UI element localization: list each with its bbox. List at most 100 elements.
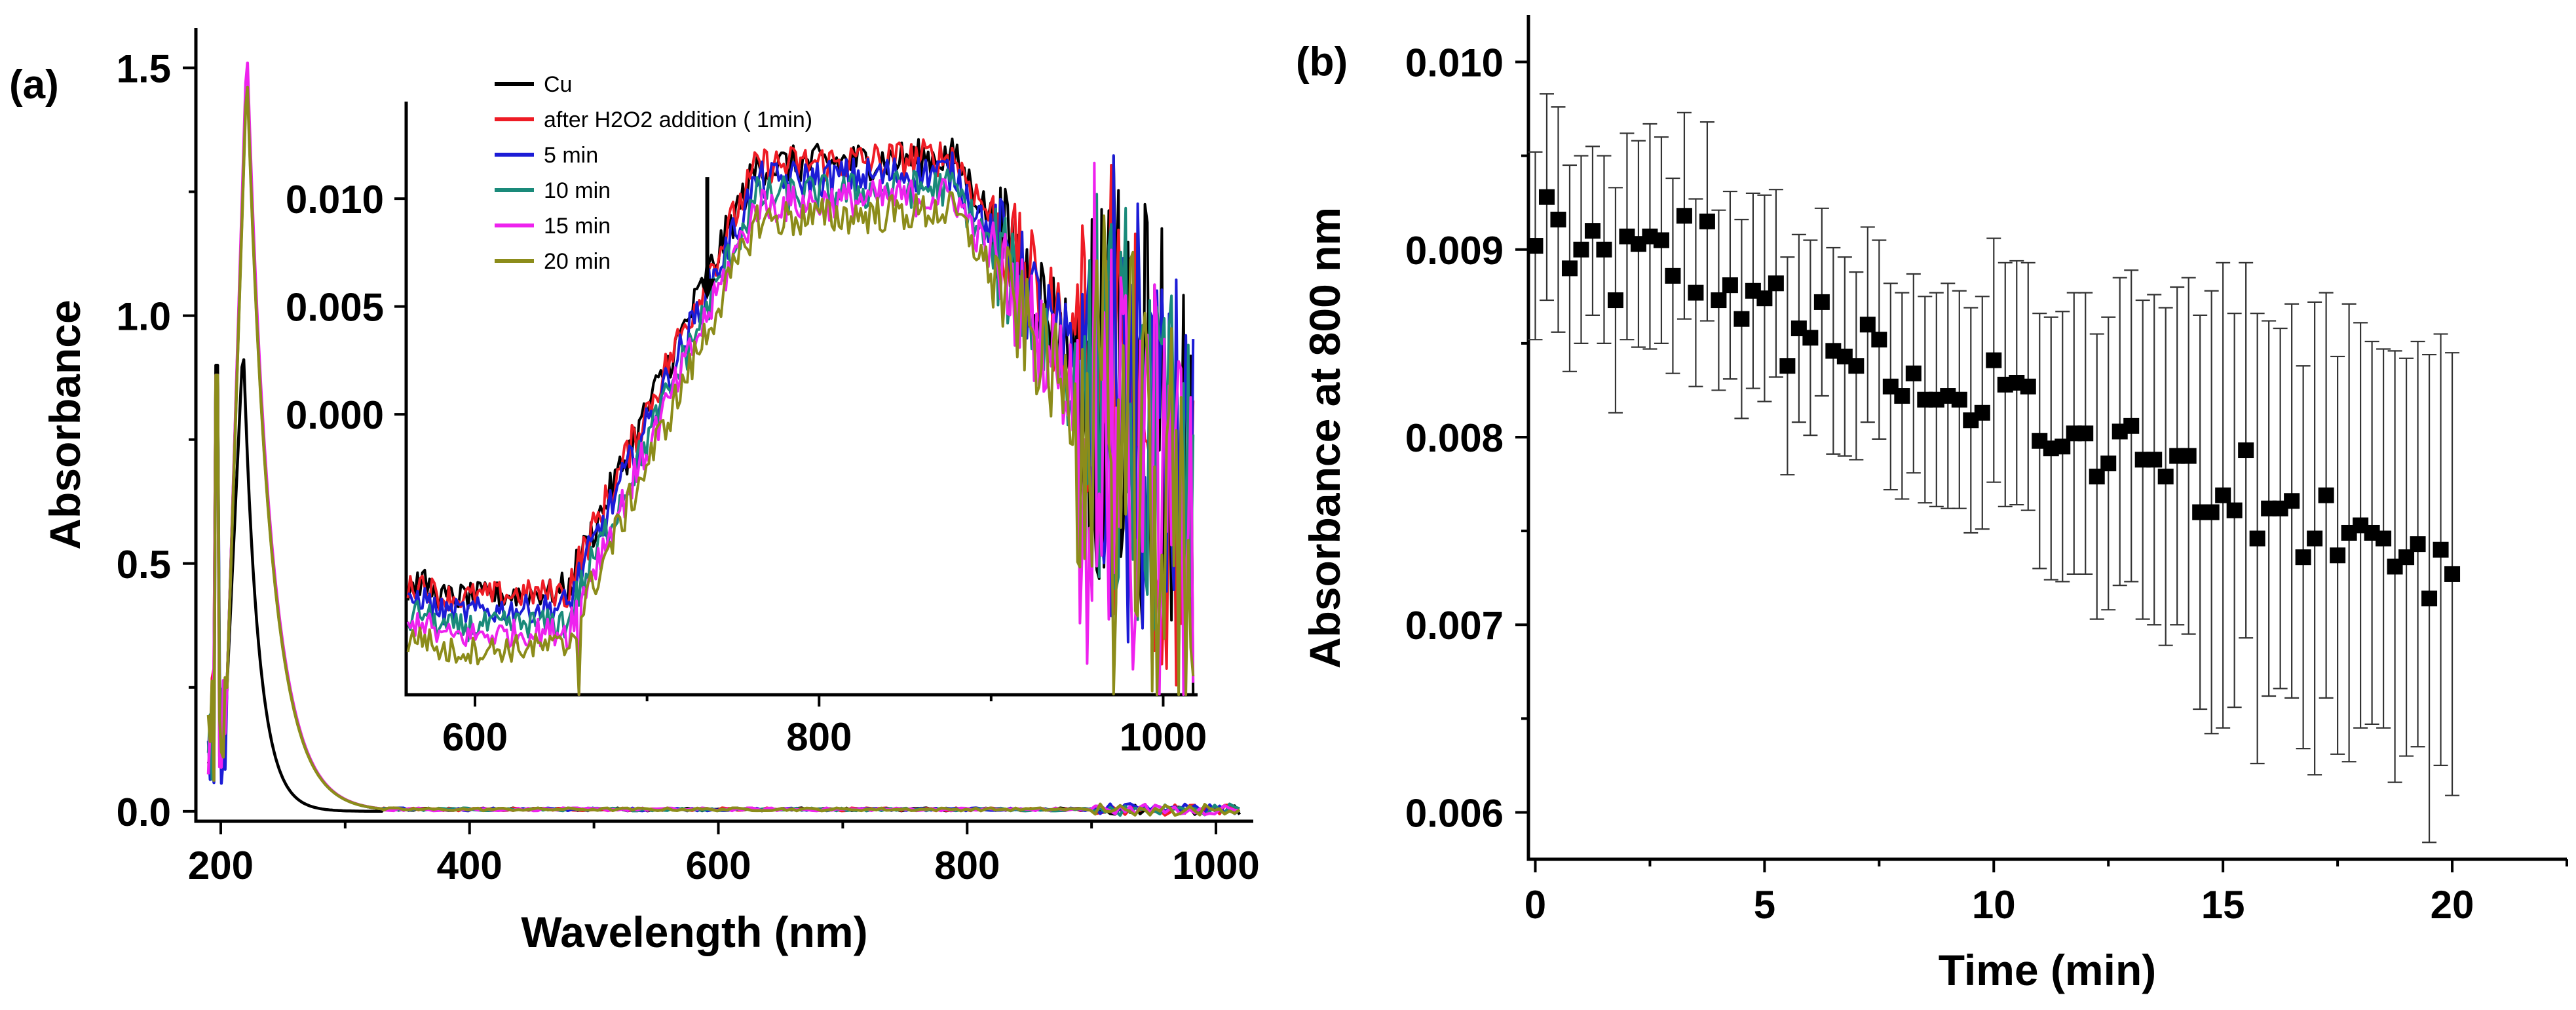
panel-b-x-tick-label: 20: [2431, 883, 2474, 927]
data-point: [2055, 438, 2071, 455]
data-point: [2157, 469, 2174, 485]
inset-spectrum-line-5: [406, 191, 1195, 696]
data-point: [2318, 487, 2334, 503]
data-point: [2180, 448, 2197, 464]
data-point: [1813, 294, 1830, 310]
legend-label: 5 min: [544, 143, 598, 168]
panel-b-x-tick-label: 5: [1754, 883, 1775, 927]
data-point: [1699, 213, 1715, 229]
data-point: [1653, 232, 1669, 248]
panel-a-inset: 600 800 1000 0.000 0.005 0.010: [286, 102, 1207, 759]
data-point: [1733, 311, 1750, 327]
data-point: [2330, 547, 2346, 564]
inset-y-tick-label: 0.000: [286, 393, 384, 437]
panel-b-y-tick-label: 0.008: [1405, 416, 1504, 460]
panel-a-y-tick-label: 1.0: [117, 295, 171, 339]
legend-label: 20 min: [544, 249, 611, 274]
data-point: [2100, 456, 2117, 472]
data-point: [2284, 493, 2300, 509]
data-point: [1871, 332, 1887, 348]
inset-spectra: [406, 137, 1195, 696]
legend-label: Cu: [544, 72, 572, 97]
inset-x-ticks: 600 800 1000: [442, 695, 1207, 759]
legend-label: 10 min: [544, 178, 611, 203]
data-point: [2295, 549, 2311, 566]
data-point: [1951, 391, 1967, 408]
inset-x-tick-label: 1000: [1120, 715, 1207, 759]
data-point: [2089, 469, 2105, 485]
panel-a-x-tick-label: 600: [685, 844, 751, 887]
panel-b-error-bars: [1528, 93, 2460, 844]
data-point: [1665, 267, 1681, 284]
panel-a-x-ticks: 200 400 600 800 1000: [188, 821, 1260, 887]
data-point: [2249, 530, 2265, 547]
data-point: [2020, 378, 2036, 395]
data-point: [1768, 275, 1784, 292]
panel-b-y-tick-label: 0.010: [1405, 41, 1504, 85]
data-point: [1561, 260, 1578, 277]
panel-b-axes: [1526, 15, 2567, 861]
panel-a-y-tick-label: 0.0: [117, 790, 171, 834]
inset-y-tick-label: 0.005: [286, 286, 384, 330]
data-point: [1974, 404, 1990, 421]
data-point: [2238, 442, 2254, 459]
data-point: [1688, 284, 1704, 301]
panel-a: (a) 200 400 600 800 1000 0.0 0.5 1.0 1.5 Wavele…: [9, 28, 1260, 956]
panel-a-y-tick-label: 1.5: [117, 47, 171, 91]
inset-y-ticks: 0.000 0.005 0.010: [286, 178, 406, 437]
data-point: [1848, 358, 1865, 374]
inset-x-tick-label: 800: [786, 715, 852, 759]
data-point: [1550, 211, 1566, 227]
panel-b-y-axis-title: Absorbance at 800 nm: [1300, 207, 1349, 669]
data-point: [2421, 591, 2438, 607]
data-point: [1711, 292, 1727, 309]
data-point: [2433, 541, 2449, 558]
data-point: [2410, 536, 2426, 553]
panel-b-data-points: [1527, 189, 2461, 607]
data-point: [1676, 208, 1692, 224]
legend-label: after H2O2 addition ( 1min): [544, 107, 812, 132]
legend-label: 15 min: [544, 214, 611, 239]
data-point: [2146, 452, 2163, 468]
data-point: [1573, 241, 1589, 258]
data-point: [2398, 549, 2415, 566]
data-point: [1538, 189, 1555, 205]
arrow-head: [699, 279, 715, 300]
spectrum-line-5: [206, 85, 1241, 817]
panel-a-y-tick-label: 0.5: [117, 543, 171, 587]
data-point: [2376, 530, 2392, 547]
panel-a-x-tick-label: 400: [437, 844, 502, 887]
data-point: [1894, 388, 1910, 404]
panel-a-spectra: [206, 61, 1241, 817]
panel-a-label: (a): [9, 62, 59, 107]
inset-axes: [404, 102, 1198, 697]
data-point: [1722, 277, 1738, 294]
data-point: [1859, 317, 1876, 333]
panel-a-x-tick-label: 1000: [1172, 844, 1259, 887]
data-point: [2123, 418, 2140, 434]
panel-a-y-ticks: 0.0 0.5 1.0 1.5: [117, 47, 196, 834]
data-point: [1584, 223, 1601, 239]
panel-b-x-ticks: 0 5 10 15 20: [1525, 859, 2568, 927]
data-point: [1607, 292, 1623, 309]
inset-arrow-icon: [699, 177, 715, 300]
data-point: [1986, 352, 2002, 368]
data-point: [2215, 487, 2231, 503]
panel-b-x-tick-label: 0: [1525, 883, 1546, 927]
data-point: [2203, 504, 2220, 520]
panel-b-x-tick-label: 10: [1972, 883, 2016, 927]
data-point: [2077, 425, 2094, 442]
data-point: [1756, 290, 1773, 307]
panel-a-legend: Cu after H2O2 addition ( 1min) 5 min 10 min…: [495, 72, 812, 274]
inset-x-tick-label: 600: [442, 715, 508, 759]
inset-y-tick-label: 0.010: [286, 178, 384, 222]
panel-b-x-axis-title: Time (min): [1939, 946, 2156, 994]
panel-a-x-tick-label: 800: [934, 844, 1000, 887]
panel-b-label: (b): [1296, 39, 1348, 85]
data-point: [1596, 241, 1612, 258]
data-point: [1802, 330, 1819, 346]
panel-a-axes: [194, 28, 1253, 823]
data-point: [2444, 566, 2461, 582]
panel-b-y-tick-label: 0.007: [1405, 604, 1504, 648]
